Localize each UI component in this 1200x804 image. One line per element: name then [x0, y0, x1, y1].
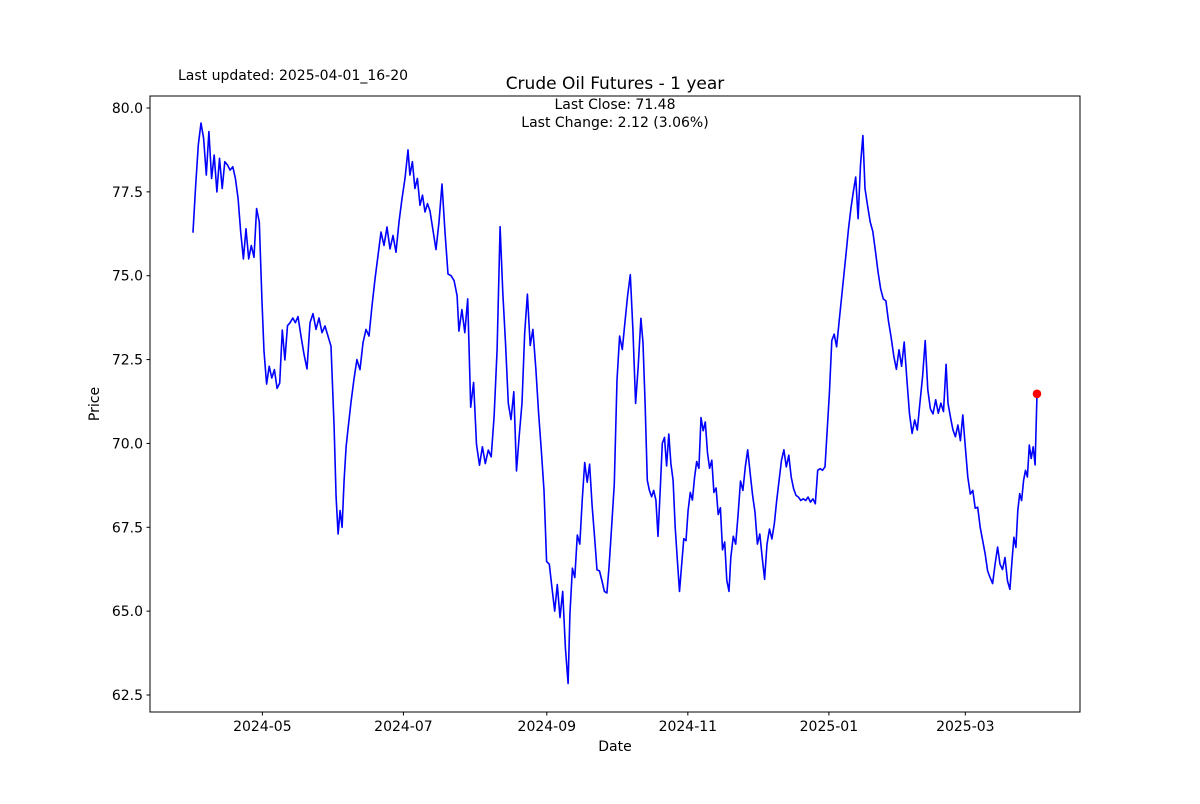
y-tick-label: 72.5 — [112, 353, 143, 369]
y-axis-ticks: 80.0 77.5 75.0 72.5 70.0 67.5 65.0 62.5 — [112, 101, 150, 704]
y-tick-label: 77.5 — [112, 185, 143, 201]
last-change-annotation: Last Change: 2.12 (3.06%) — [521, 115, 708, 131]
chart-title: Crude Oil Futures - 1 year — [506, 74, 725, 94]
y-tick-label: 67.5 — [112, 520, 143, 536]
x-tick-label: 2024-07 — [374, 719, 433, 735]
last-close-annotation: Last Close: 71.48 — [555, 97, 676, 113]
x-tick-label: 2024-11 — [659, 719, 718, 735]
y-tick-label: 65.0 — [112, 604, 143, 620]
y-tick-label: 70.0 — [112, 436, 143, 452]
x-axis-ticks: 2024-05 2024-07 2024-09 2024-11 2025-01 2025-… — [233, 712, 995, 735]
last-close-marker — [1032, 389, 1042, 399]
y-tick-label: 62.5 — [112, 688, 143, 704]
x-tick-label: 2024-05 — [233, 719, 292, 735]
x-axis-label: Date — [598, 739, 631, 755]
last-updated-text: Last updated: 2025-04-01_16-20 — [178, 68, 408, 84]
x-tick-label: 2024-09 — [518, 719, 577, 735]
y-axis-label: Price — [87, 387, 103, 421]
x-tick-label: 2025-03 — [936, 719, 995, 735]
x-tick-label: 2025-01 — [800, 719, 859, 735]
price-line — [192, 122, 1038, 685]
y-tick-label: 80.0 — [112, 101, 143, 117]
price-series-group — [192, 122, 1042, 685]
plot-area-border — [149, 95, 1081, 713]
y-tick-label: 75.0 — [112, 269, 143, 285]
